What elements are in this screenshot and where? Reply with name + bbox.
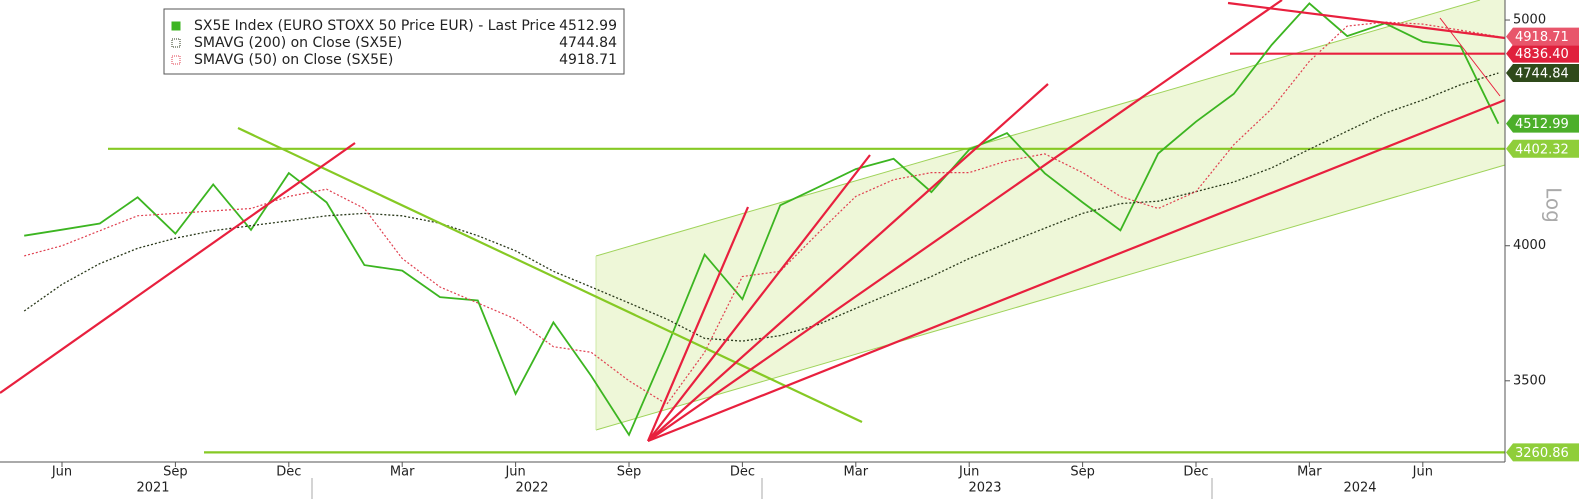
x-tick-label: Jun xyxy=(958,465,979,480)
year-label: 2023 xyxy=(968,481,1001,496)
legend-label: SX5E Index (EURO STOXX 50 Price EUR) - L… xyxy=(194,18,555,34)
trendline xyxy=(646,206,750,442)
x-tick-label: Dec xyxy=(1183,465,1208,480)
trendline xyxy=(1439,17,1501,97)
x-tick-label: Jun xyxy=(51,465,72,480)
last-value-tag-box xyxy=(1506,64,1579,83)
legend-marker xyxy=(171,55,181,65)
level-tag-text: 4836.40 xyxy=(1515,47,1569,62)
last-value-tag-text: 4512.99 xyxy=(1515,117,1569,132)
x-tick-label: Jun xyxy=(504,465,525,480)
trendline xyxy=(647,0,1283,442)
legend-value: 4744.84 xyxy=(559,35,617,51)
channel-upper xyxy=(595,0,1481,257)
level-tag-text: 4402.32 xyxy=(1515,142,1569,157)
trendline xyxy=(647,98,1506,443)
x-tick-label: Dec xyxy=(730,465,755,480)
y-tick-label: 5000 xyxy=(1513,13,1546,28)
level-tag-box xyxy=(1506,139,1579,158)
year-label: 2022 xyxy=(515,481,548,496)
trendline xyxy=(0,142,356,394)
level-tag-box xyxy=(1506,44,1579,63)
legend-value: 4512.99 xyxy=(559,18,617,34)
level-tag-text: 3260.86 xyxy=(1515,446,1569,461)
y-tick-label: 4000 xyxy=(1513,238,1546,253)
x-tick-label: Mar xyxy=(844,465,869,480)
last-value-tag-box xyxy=(1506,27,1579,46)
x-tick-label: Jun xyxy=(1412,465,1433,480)
x-tick-label: Mar xyxy=(390,465,415,480)
trendlines xyxy=(0,0,1506,443)
channel-lower xyxy=(595,164,1506,431)
x-tick-label: Sep xyxy=(617,465,642,480)
trendline xyxy=(647,154,871,442)
scale-label: Log xyxy=(1542,187,1566,223)
legend-value: 4918.71 xyxy=(559,52,617,68)
x-tick-label: Mar xyxy=(1297,465,1322,480)
last-value-tag-box xyxy=(1506,114,1579,133)
legend-label: SMAVG (50) on Close (SX5E) xyxy=(194,52,393,68)
x-tick-label: Sep xyxy=(1070,465,1095,480)
trendline xyxy=(237,127,863,423)
legend-label: SMAVG (200) on Close (SX5E) xyxy=(194,35,402,51)
legend-box xyxy=(163,8,625,75)
last-value-tag-text: 4744.84 xyxy=(1515,67,1569,82)
series-line xyxy=(24,2,1500,437)
y-tick-label: 3500 xyxy=(1513,373,1546,388)
level-tag-box xyxy=(1506,443,1579,462)
channel xyxy=(596,0,1505,430)
year-label: 2024 xyxy=(1343,481,1376,496)
legend: SX5E Index (EURO STOXX 50 Price EUR) - L… xyxy=(163,8,625,75)
legend-marker xyxy=(171,38,181,48)
x-tick-label: Sep xyxy=(163,465,188,480)
year-label: 2021 xyxy=(136,481,169,496)
legend-marker xyxy=(171,21,181,31)
last-value-tag-text: 4918.71 xyxy=(1515,30,1569,45)
x-tick-label: Dec xyxy=(276,465,301,480)
trendline xyxy=(1227,1,1506,40)
series-line xyxy=(23,72,1499,342)
trendline xyxy=(647,83,1049,442)
